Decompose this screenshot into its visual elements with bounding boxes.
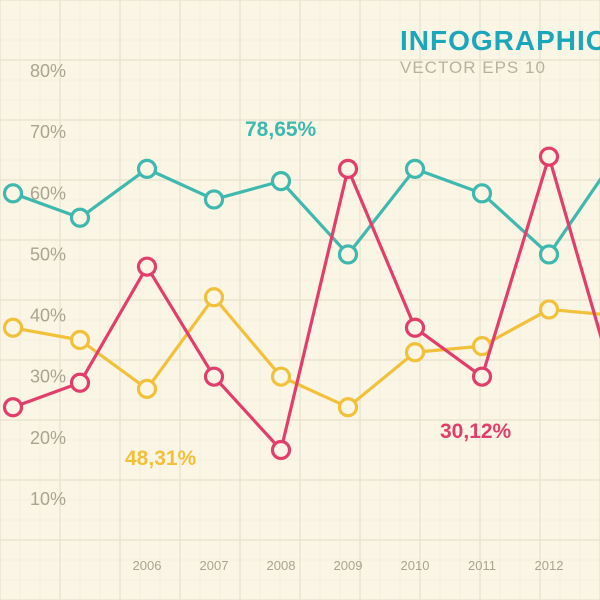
- title-sub: VECTOR EPS 10: [400, 58, 546, 77]
- x-tick-label: 2011: [468, 558, 496, 573]
- series-marker-yellow: [273, 368, 290, 385]
- y-tick-label: 30%: [30, 367, 66, 387]
- x-tick-label: 2009: [334, 558, 363, 573]
- series-marker-teal: [206, 191, 223, 208]
- title-main: INFOGRAPHIC: [400, 25, 600, 56]
- x-tick-label: 2008: [267, 558, 296, 573]
- series-marker-yellow: [541, 301, 558, 318]
- series-marker-yellow: [407, 344, 424, 361]
- y-tick-label: 50%: [30, 244, 66, 264]
- series-marker-pink: [340, 160, 357, 177]
- series-marker-pink: [5, 399, 22, 416]
- series-marker-yellow: [206, 289, 223, 306]
- series-marker-yellow: [340, 399, 357, 416]
- series-marker-pink: [474, 368, 491, 385]
- x-tick-label: 2012: [535, 558, 564, 573]
- series-marker-teal: [407, 160, 424, 177]
- series-marker-teal: [474, 185, 491, 202]
- series-marker-teal: [541, 246, 558, 263]
- series-marker-pink: [206, 368, 223, 385]
- y-tick-label: 20%: [30, 428, 66, 448]
- series-marker-pink: [407, 319, 424, 336]
- x-tick-label: 2007: [200, 558, 229, 573]
- x-tick-label: 2006: [133, 558, 162, 573]
- series-marker-pink: [273, 442, 290, 459]
- y-tick-label: 80%: [30, 61, 66, 81]
- series-marker-teal: [5, 185, 22, 202]
- series-marker-yellow: [72, 332, 89, 349]
- x-tick-label: 2010: [401, 558, 430, 573]
- y-tick-label: 70%: [30, 122, 66, 142]
- callout-label: 78,65%: [245, 118, 317, 141]
- line-chart: 10%20%30%40%50%60%70%80%2006200720082009…: [0, 0, 600, 600]
- series-marker-teal: [340, 246, 357, 263]
- series-marker-pink: [139, 258, 156, 275]
- series-marker-yellow: [5, 319, 22, 336]
- y-tick-label: 40%: [30, 306, 66, 326]
- y-tick-label: 10%: [30, 489, 66, 509]
- series-marker-pink: [541, 148, 558, 165]
- series-marker-teal: [273, 173, 290, 190]
- series-marker-teal: [72, 209, 89, 226]
- callout-label: 30,12%: [440, 420, 512, 443]
- callout-label: 48,31%: [125, 447, 197, 470]
- series-marker-teal: [139, 160, 156, 177]
- series-marker-pink: [72, 374, 89, 391]
- series-marker-yellow: [139, 380, 156, 397]
